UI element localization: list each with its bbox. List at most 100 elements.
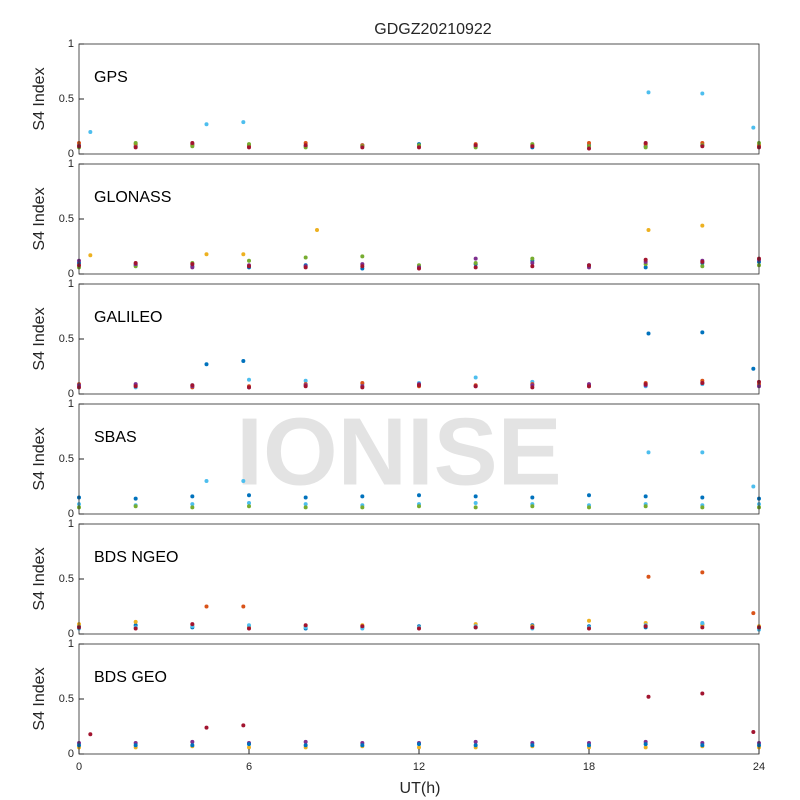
y-axis-label: S4 Index [31, 547, 48, 610]
data-point [303, 495, 308, 500]
data-point [303, 384, 308, 389]
data-point [473, 384, 478, 389]
data-point [530, 264, 535, 269]
data-point [643, 141, 648, 145]
watermark: IONISE [236, 398, 561, 505]
y-tick-label: 0.5 [59, 93, 74, 105]
data-point [587, 263, 591, 268]
data-point [587, 384, 591, 389]
data-point [700, 144, 705, 149]
data-point [190, 141, 195, 145]
y-axis-label: S4 Index [31, 667, 48, 730]
data-point [473, 743, 478, 748]
y-tick-label: 0 [68, 628, 74, 640]
data-point [643, 145, 648, 150]
data-point [473, 265, 478, 270]
figure-title: GDGZ20210922 [374, 21, 492, 38]
data-point [190, 502, 195, 507]
data-point [643, 745, 648, 750]
data-point [473, 494, 478, 499]
data-point [247, 742, 251, 747]
data-point [303, 378, 308, 383]
data-point [241, 723, 246, 728]
data-point [204, 362, 209, 367]
data-point [247, 145, 251, 150]
data-point [530, 256, 535, 261]
data-point [587, 618, 591, 623]
data-point [643, 624, 648, 629]
data-point [88, 732, 93, 737]
data-point [417, 742, 421, 747]
data-point [133, 619, 138, 624]
plot-area [79, 44, 759, 154]
data-point [751, 611, 756, 616]
y-tick-label: 1 [68, 638, 74, 650]
y-tick-label: 0.5 [59, 213, 74, 225]
data-point [751, 484, 756, 489]
data-point [646, 450, 651, 455]
data-point [587, 505, 591, 510]
x-tick-label: 6 [246, 761, 252, 773]
data-point [315, 228, 319, 232]
data-point [133, 384, 138, 389]
panel-label: SBAS [94, 429, 137, 446]
data-point [473, 625, 478, 630]
y-tick-label: 0.5 [59, 693, 74, 705]
data-point [643, 382, 648, 387]
y-tick-label: 0 [68, 268, 74, 280]
y-tick-label: 0.5 [59, 573, 74, 585]
y-tick-label: 0.5 [59, 333, 74, 345]
data-point [751, 125, 756, 130]
data-point [241, 359, 246, 363]
data-point [247, 142, 251, 147]
data-point [88, 130, 93, 134]
data-point [88, 253, 93, 258]
data-point [133, 261, 138, 265]
data-point [204, 479, 209, 483]
y-tick-label: 0 [68, 508, 74, 520]
data-point [417, 626, 421, 631]
data-point [473, 143, 478, 148]
data-point [643, 494, 648, 499]
data-point [247, 745, 251, 750]
data-point [360, 145, 365, 150]
data-point [360, 494, 365, 499]
data-point [646, 694, 651, 699]
data-point [587, 493, 591, 498]
data-point [530, 504, 535, 509]
data-point [190, 622, 195, 627]
data-point [190, 739, 195, 744]
data-point [530, 743, 535, 748]
data-point [247, 377, 251, 382]
data-point [700, 743, 705, 748]
data-point [204, 252, 209, 257]
data-point [247, 385, 251, 390]
data-point [133, 743, 138, 748]
data-point [473, 505, 478, 510]
data-point [643, 742, 648, 747]
data-point [587, 141, 591, 145]
y-axis-label: S4 Index [31, 67, 48, 130]
panel-label: GALILEO [94, 309, 162, 326]
data-point [751, 366, 756, 371]
data-point [360, 264, 365, 269]
data-point [700, 625, 705, 630]
data-point [473, 501, 478, 505]
data-point [360, 254, 365, 259]
data-point [646, 228, 651, 232]
data-point [360, 381, 365, 385]
data-point [646, 574, 651, 579]
y-tick-label: 1 [68, 518, 74, 530]
data-point [247, 504, 251, 509]
data-point [700, 259, 705, 264]
data-point [190, 505, 195, 510]
data-point [700, 91, 705, 96]
data-point [417, 504, 421, 509]
data-point [303, 265, 308, 270]
data-point [247, 493, 251, 498]
data-point [190, 262, 195, 267]
y-axis-label: S4 Index [31, 187, 48, 250]
data-point [587, 626, 591, 631]
data-point [303, 505, 308, 510]
